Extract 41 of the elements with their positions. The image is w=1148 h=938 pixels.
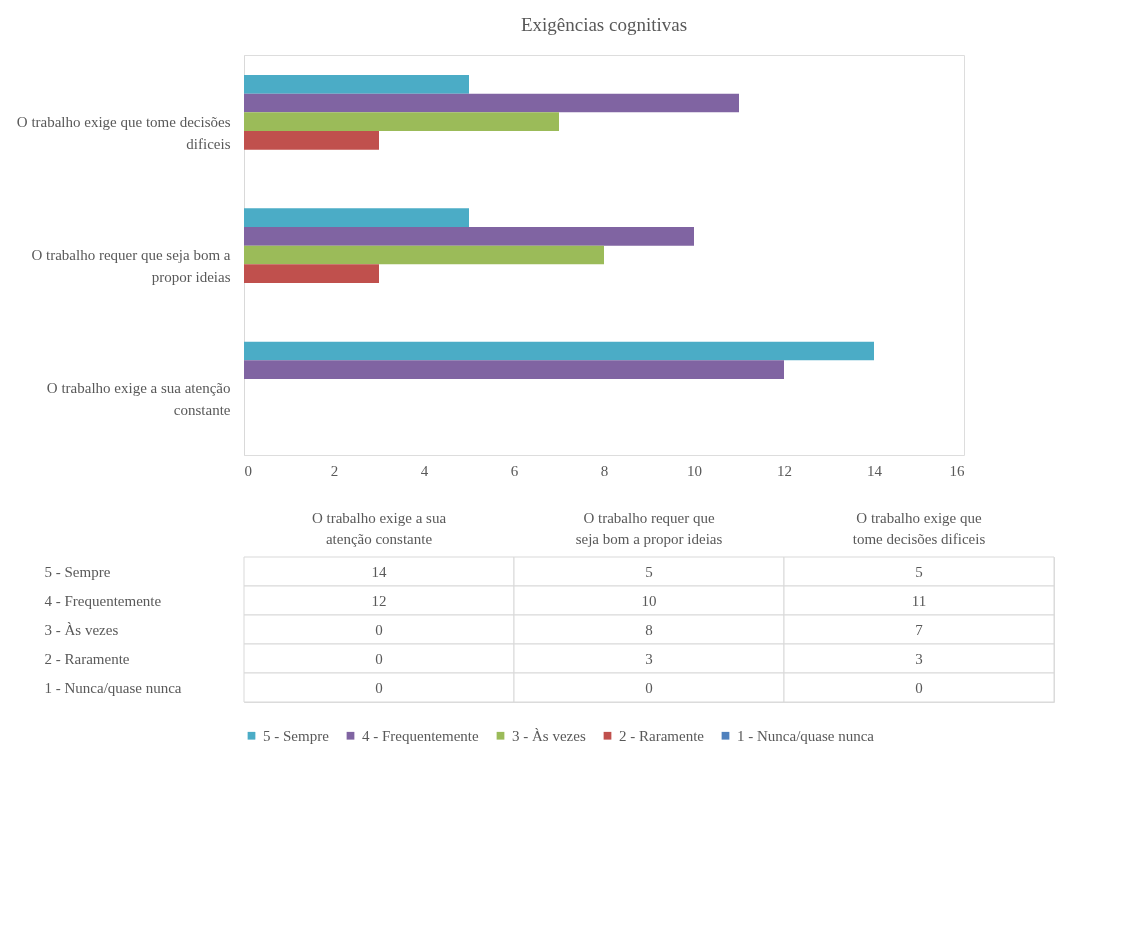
x-tick-label: 4 (420, 462, 429, 479)
legend-label: 4 - Frequentemente (362, 727, 479, 744)
x-tick-label: O trabalho requer que seja bom a propor ideias (575, 509, 723, 547)
data-label: 0 (915, 679, 923, 696)
x-tick-label: 10 (687, 462, 702, 479)
chart-title: Exigências cognitivas (520, 14, 688, 35)
x-tick-label: 0 (244, 462, 252, 479)
data-label: 10 (641, 592, 657, 609)
legend-label: 3 - Às vezes (512, 727, 586, 744)
x-tick-label: 2 (330, 462, 339, 479)
x-tick-label: 6 (510, 462, 519, 479)
data-label: 0 (375, 621, 383, 638)
x-tick-label: 12 (777, 462, 792, 479)
y-tick-label: 2 - Raramente (44, 650, 130, 667)
x-tick-label: O trabalho exige que tome decisões dificeis (852, 509, 986, 547)
legend-label: 1 - Nunca/quase nunca (737, 727, 875, 744)
y-tick-label: O trabalho exige que tome decisões dificeis (16, 113, 231, 152)
y-tick-label: 4 - Frequentemente (44, 592, 162, 609)
data-label: 5 (645, 563, 653, 580)
x-tick-label: 16 (949, 462, 965, 479)
x-tick-label: O trabalho exige a sua atenção constante (311, 509, 447, 547)
legend-label: 2 - Raramente (619, 727, 705, 744)
data-label: 5 (915, 563, 923, 580)
y-tick-label: 3 - Às vezes (44, 621, 119, 638)
y-tick-label: 1 - Nunca/quase nunca (44, 679, 182, 696)
y-tick-label: 5 - Sempre (44, 563, 111, 580)
data-label: 7 (915, 621, 924, 638)
data-label: 14 (371, 563, 387, 580)
data-label: 0 (375, 679, 383, 696)
data-label: 12 (371, 592, 387, 609)
data-label: 0 (645, 679, 653, 696)
x-tick-label: 8 (600, 462, 609, 479)
y-tick-label: O trabalho requer que seja bom a propor ideias (31, 247, 231, 285)
data-label: 11 (911, 592, 927, 609)
data-label: 3 (645, 650, 653, 667)
data-label: 3 (915, 650, 923, 667)
legend-label: 5 - Sempre (263, 727, 330, 744)
y-tick-label: O trabalho exige a sua atenção constante (46, 380, 231, 419)
data-label: 0 (375, 650, 383, 667)
data-label: 8 (645, 621, 653, 638)
x-tick-label: 14 (867, 462, 883, 479)
